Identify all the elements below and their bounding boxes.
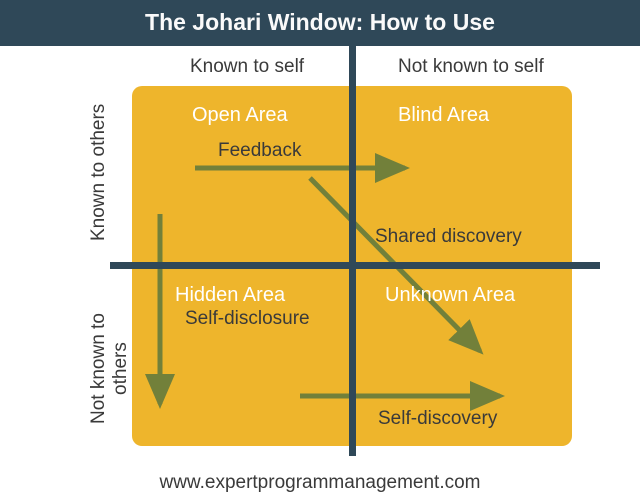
quadrant-blind: Blind Area — [398, 104, 489, 127]
process-self-discovery: Self-discovery — [378, 408, 497, 430]
process-self-disclosure: Self-disclosure — [185, 308, 310, 330]
process-shared-discovery: Shared discovery — [375, 226, 522, 248]
page-title: The Johari Window: How to Use — [0, 0, 640, 46]
johari-diagram: Known to self Not known to self Known to… — [0, 46, 640, 456]
footer-url: www.expertprogrammanagement.com — [0, 472, 640, 494]
vertical-divider — [349, 46, 356, 456]
process-feedback: Feedback — [218, 140, 301, 162]
quadrant-open: Open Area — [192, 104, 288, 127]
horizontal-divider — [110, 262, 600, 269]
quadrant-unknown: Unknown Area — [385, 284, 515, 307]
feedback-arrow — [0, 46, 640, 456]
quadrant-hidden: Hidden Area — [175, 284, 285, 307]
